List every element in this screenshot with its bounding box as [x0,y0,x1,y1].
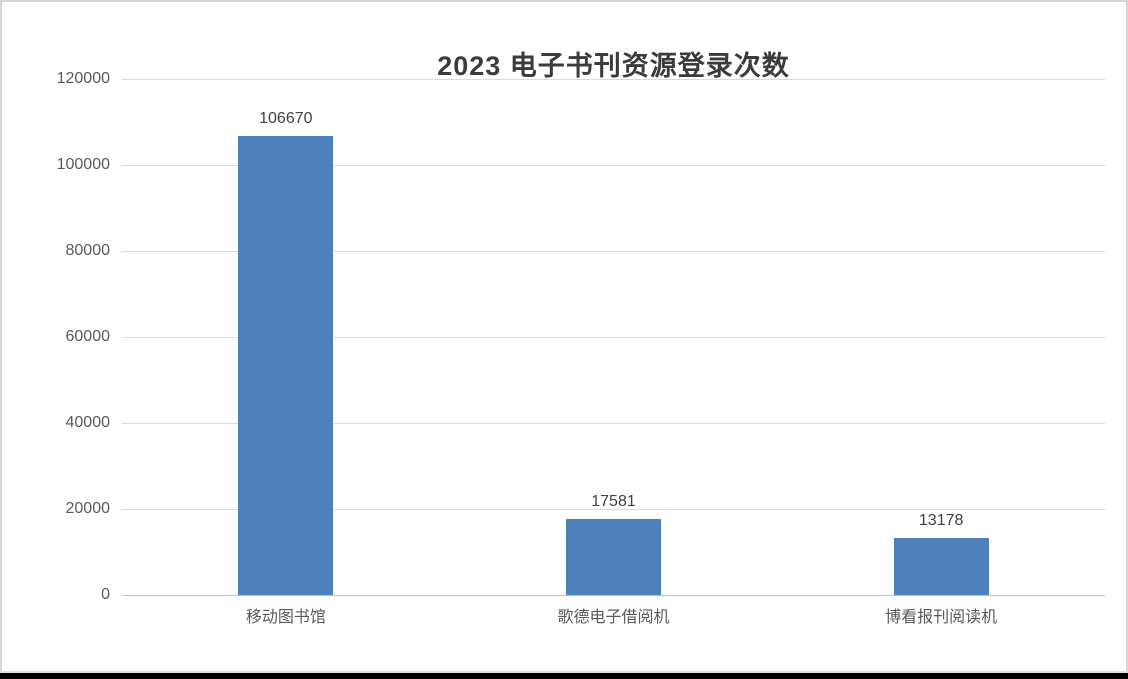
category-label: 歌德电子借阅机 [557,609,670,626]
bar-3 [893,538,989,595]
y-tick-label: 120000 [56,70,110,87]
x-axis-labels: 移动图书馆 歌德电子借阅机 博看报刊阅读机 [122,603,1105,631]
y-tick-label: 60000 [65,328,111,345]
gridline [122,165,1105,166]
y-tick-label: 80000 [65,242,111,259]
chart-title: 2023 电子书刊资源登录次数 [437,51,790,81]
bar-2 [566,519,661,595]
gridline [122,509,1105,510]
y-tick-label: 40000 [65,414,111,431]
bar-1 [238,136,334,595]
gridline [122,79,1105,80]
window-bottom-edge [0,671,1128,679]
x-axis-line [122,595,1105,596]
category-label: 移动图书馆 [245,609,326,626]
gridline [122,423,1105,424]
y-axis: 0 20000 40000 60000 80000 100000 120000 [2,70,111,603]
plot-area: 106670 17581 13178 [122,79,1105,596]
bar-value-label: 106670 [259,110,313,127]
bar-value-label: 17581 [591,493,636,510]
y-tick-label: 20000 [65,500,111,517]
gridline [122,251,1105,252]
y-tick-label: 100000 [56,156,110,173]
y-tick-label: 0 [101,586,110,603]
bar-value-label: 13178 [918,512,964,529]
gridline [122,337,1105,338]
category-label: 博看报刊阅读机 [885,609,998,626]
